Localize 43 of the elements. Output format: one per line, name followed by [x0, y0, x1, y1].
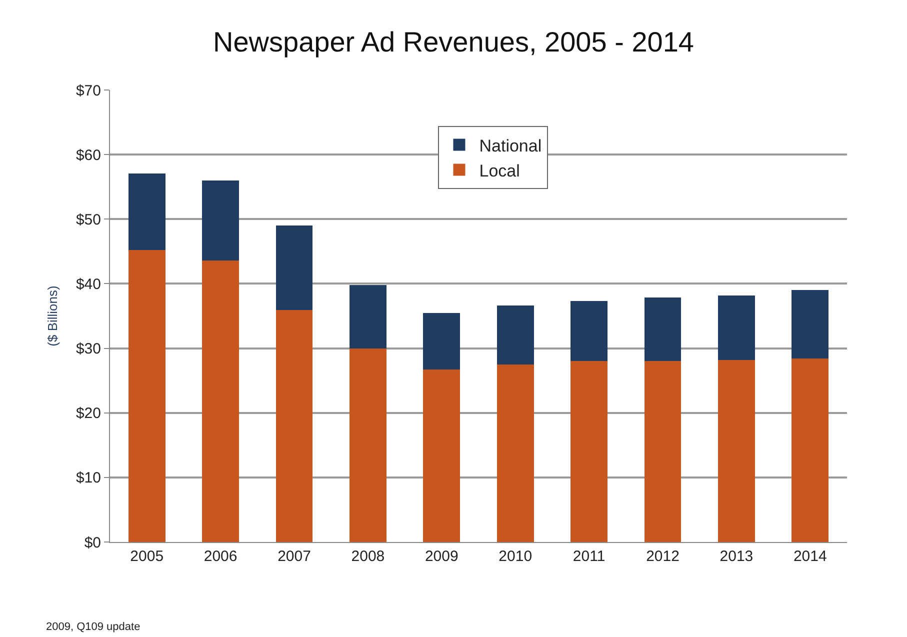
x-tick-label: 2005 — [130, 548, 164, 565]
bar — [570, 301, 608, 362]
bar — [570, 361, 608, 542]
y-tick-label: $50 — [76, 211, 101, 228]
bar — [128, 173, 166, 250]
bar — [350, 285, 386, 348]
x-tick-label: 2010 — [498, 548, 532, 565]
bar — [718, 295, 755, 360]
bar — [202, 180, 239, 260]
y-tick-label: $40 — [76, 276, 101, 293]
y-tick-label: $60 — [76, 146, 101, 164]
text: 2009, Q109 update — [46, 621, 140, 633]
legend-label: Local — [479, 161, 520, 180]
x-tick-label: 2012 — [646, 548, 680, 565]
bar — [792, 290, 829, 359]
bar — [423, 312, 460, 370]
x-tick-label: 2007 — [278, 548, 311, 565]
x-tick-label: 2011 — [572, 548, 606, 565]
y-tick-label: $10 — [76, 470, 101, 487]
y-tick-label: $70 — [76, 82, 101, 100]
bar — [350, 348, 386, 542]
x-tick-label: 2013 — [720, 548, 754, 565]
bar — [423, 370, 460, 542]
bar — [496, 306, 534, 364]
y-axis-title: ($ Billions) — [44, 286, 60, 346]
bar — [276, 226, 313, 310]
x-tick-label: 2014 — [793, 548, 827, 565]
y-tick-label: $0 — [84, 534, 101, 552]
bar — [128, 250, 166, 542]
bar — [718, 360, 755, 542]
bar — [792, 358, 829, 542]
legend-label: National — [479, 136, 542, 156]
y-tick-label: $30 — [76, 340, 101, 358]
x-tick-label: 2006 — [204, 548, 238, 565]
y-tick-label: $20 — [76, 405, 101, 422]
x-tick-label: 2008 — [351, 548, 385, 565]
bar — [276, 310, 313, 542]
x-tick-label: 2009 — [424, 548, 458, 565]
chart-title: Newspaper Ad Revenues, 2005 - 2014 — [213, 26, 694, 58]
bar — [202, 260, 239, 542]
bar — [644, 297, 682, 362]
bar — [496, 364, 534, 542]
bar — [644, 361, 682, 542]
